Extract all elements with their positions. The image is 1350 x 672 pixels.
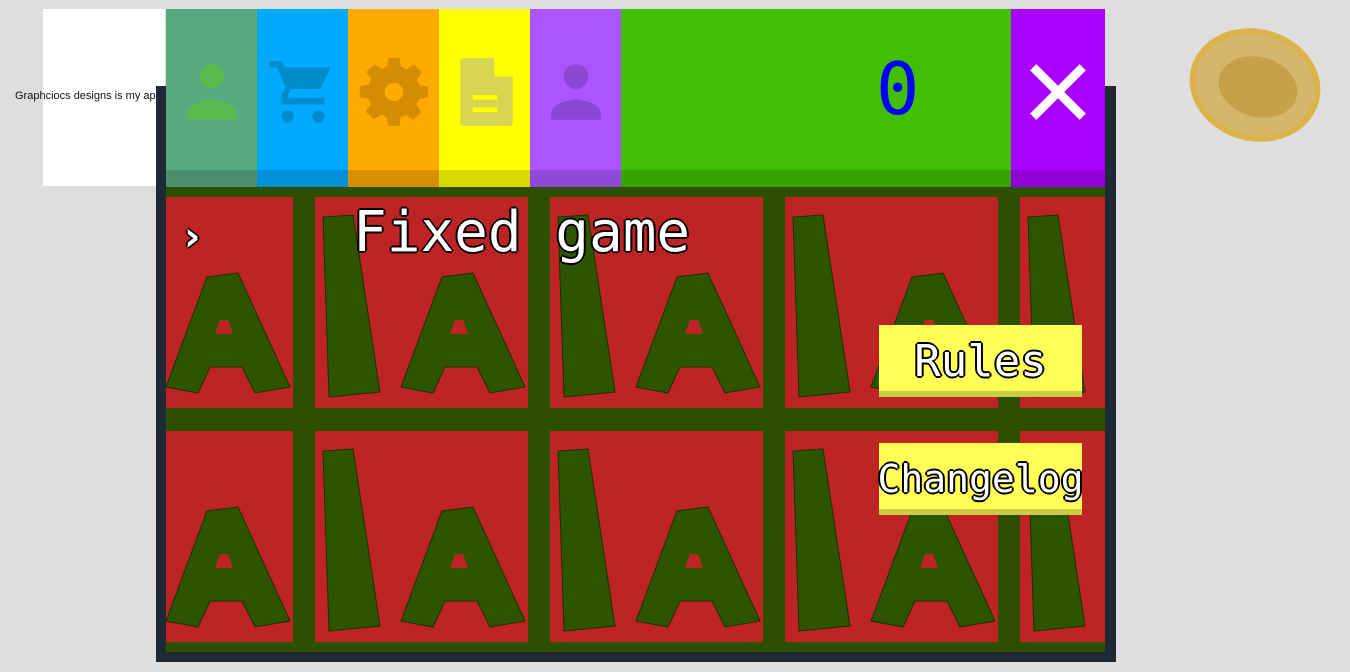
rules-button[interactable]: Rules	[879, 325, 1082, 397]
white-panel	[43, 9, 165, 186]
counter-value: 0	[876, 47, 920, 131]
caption-text: Graphciocs designs is my apasion :D	[15, 90, 196, 102]
tile	[166, 197, 293, 408]
tile	[315, 197, 528, 408]
tile-background	[166, 187, 1105, 652]
close-button[interactable]	[1011, 9, 1105, 187]
account-button[interactable]	[530, 9, 621, 187]
expand-arrow-button[interactable]: ›	[184, 214, 201, 260]
settings-button[interactable]	[348, 9, 439, 187]
tile	[550, 431, 763, 642]
document-icon	[459, 58, 513, 126]
coin-logo	[1189, 28, 1321, 142]
tile	[315, 431, 528, 642]
shop-button[interactable]	[257, 9, 348, 187]
counter-display: 0	[621, 9, 1011, 187]
cart-icon	[268, 61, 331, 123]
changelog-button[interactable]: Changelog	[878, 443, 1083, 515]
gear-icon	[359, 57, 428, 126]
document-button[interactable]	[439, 9, 530, 187]
close-icon	[1030, 64, 1086, 120]
tile	[166, 431, 293, 642]
game-title: Fixed game	[353, 200, 691, 265]
person-icon	[550, 64, 601, 120]
tile	[550, 197, 763, 408]
profile-button[interactable]	[166, 9, 257, 187]
person-icon	[186, 64, 237, 120]
